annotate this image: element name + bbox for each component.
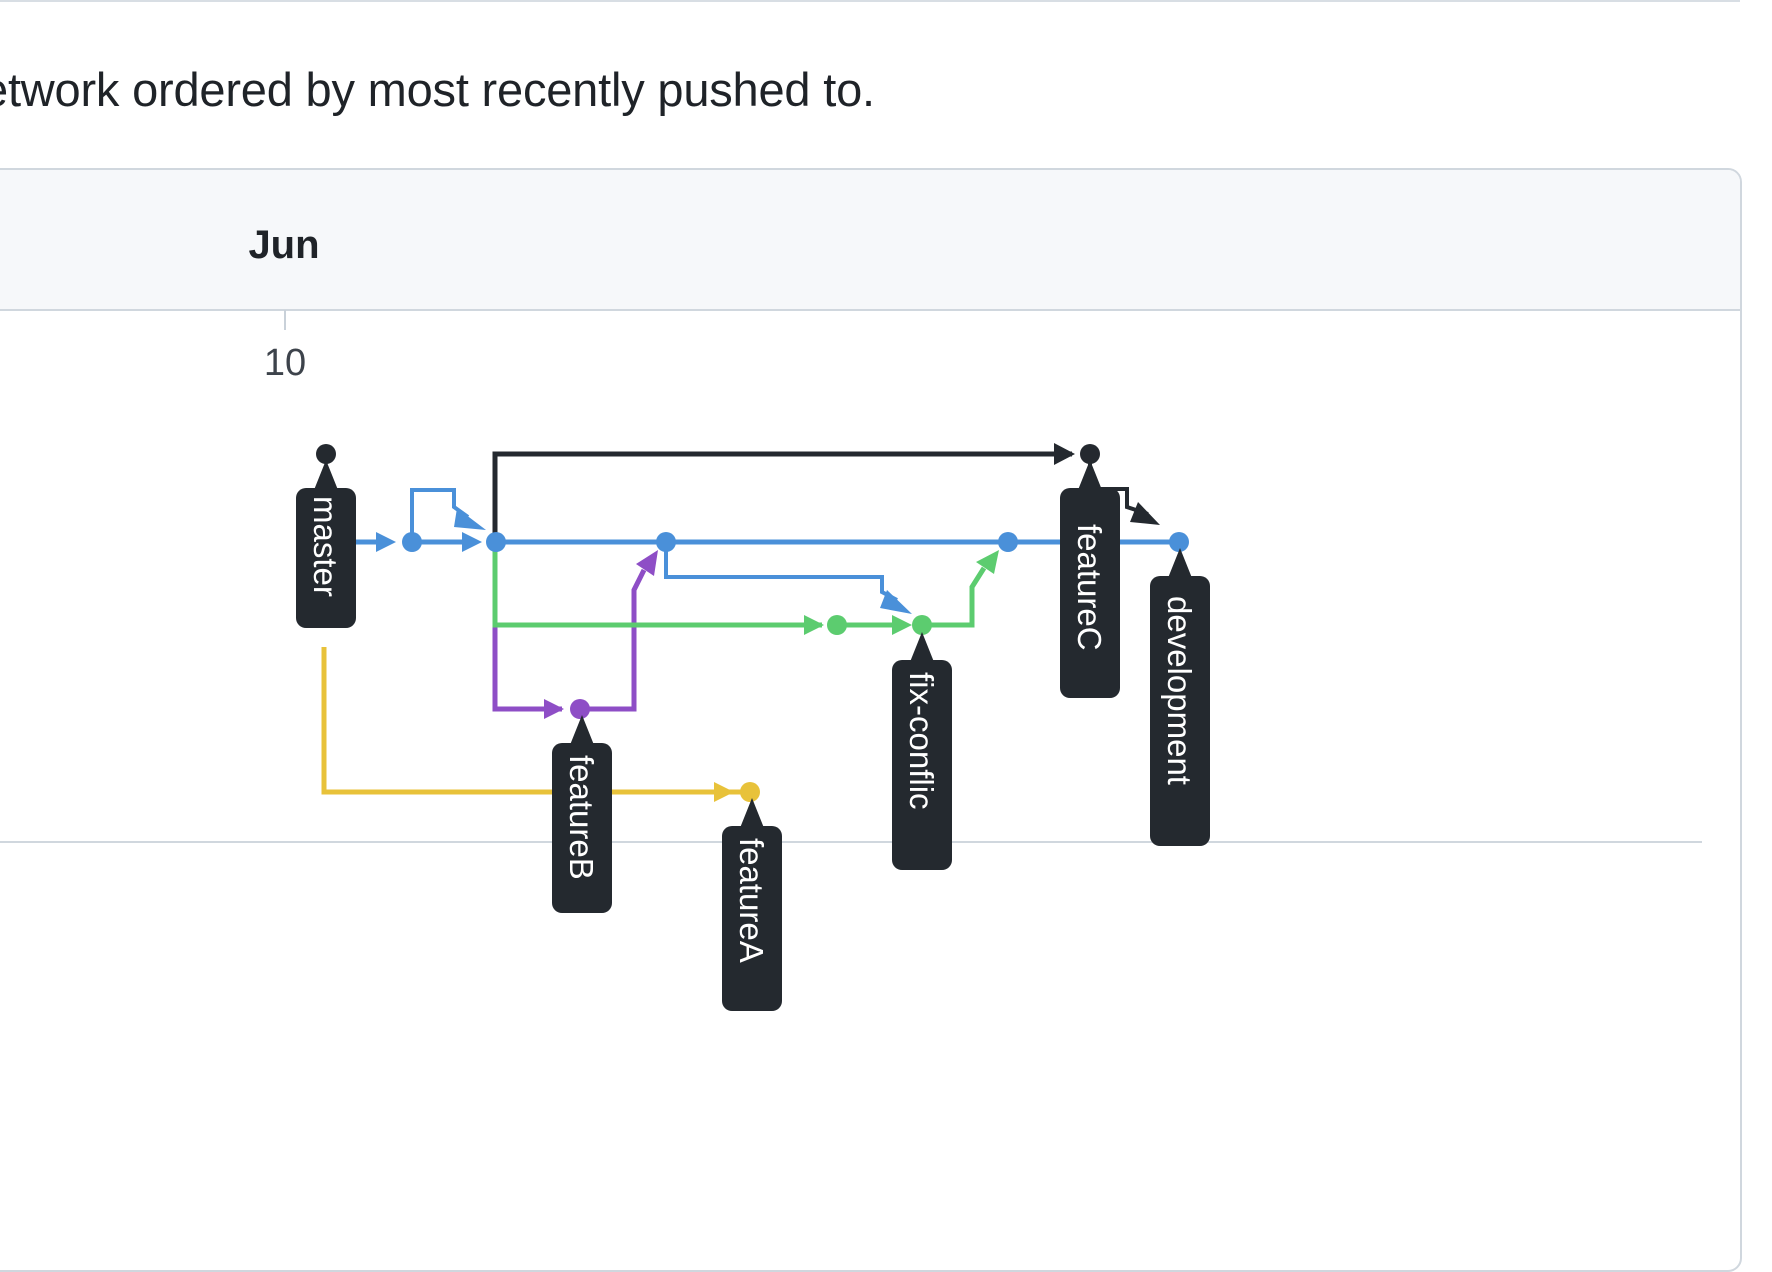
branch-label-featureb[interactable]: featureB — [552, 715, 612, 913]
branch-label-master[interactable]: master — [296, 460, 356, 628]
branch-label-text: featureA — [733, 838, 770, 963]
branch-label-fix-conflic[interactable]: fix-conflic — [892, 632, 952, 870]
branch-label-featurea[interactable]: featureA — [722, 798, 782, 1011]
branch-label-text: featureC — [1071, 524, 1108, 651]
month-label: Jun — [248, 223, 319, 267]
branch-label-text: development — [1161, 596, 1198, 785]
branch-path-featurea — [321, 647, 760, 802]
branch-path-fix-conflic — [492, 542, 999, 635]
branch-label-development[interactable]: development — [1150, 548, 1210, 846]
day-label: 10 — [264, 342, 306, 384]
network-description: etwork ordered by most recently pushed t… — [0, 63, 875, 116]
branch-label-text: fix-conflic — [903, 672, 940, 810]
commit-dot[interactable] — [740, 782, 760, 802]
branch-label-featurec[interactable]: featureC — [1060, 460, 1120, 698]
commit-dot[interactable] — [1169, 532, 1189, 552]
branch-path-development — [324, 488, 1189, 614]
network-graph[interactable]: Jun 10 — [0, 168, 1734, 1200]
branch-label-text: master — [307, 496, 344, 597]
top-divider — [0, 0, 1740, 2]
commit-dot[interactable] — [998, 532, 1018, 552]
branch-path-master — [316, 443, 1160, 542]
commit-dot[interactable] — [486, 532, 506, 552]
commit-dot[interactable] — [316, 444, 336, 464]
graph-timeline-header — [0, 170, 1740, 311]
commit-dot[interactable] — [1080, 444, 1100, 464]
network-graph-panel[interactable]: Jun 10 — [0, 168, 1742, 1272]
branch-label-text: featureB — [563, 755, 600, 880]
branch-path-featureb — [492, 542, 658, 719]
